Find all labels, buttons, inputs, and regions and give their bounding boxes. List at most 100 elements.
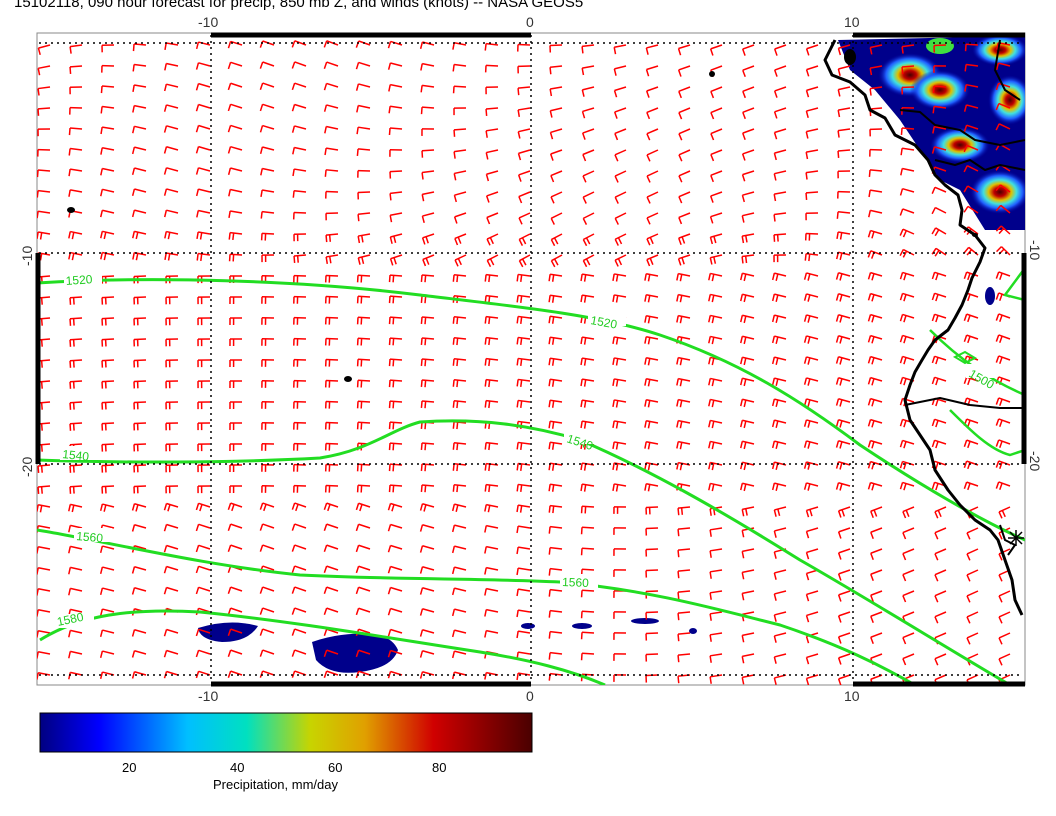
wind-barb: [612, 378, 627, 387]
wind-barb-feather: [805, 510, 810, 518]
wind-barb: [452, 316, 467, 325]
contour-label: 1520: [65, 272, 93, 288]
wind-barb-feather: [709, 655, 712, 663]
wind-barb: [197, 380, 211, 389]
wind-barb: [771, 398, 787, 407]
wind-barb-feather: [644, 357, 647, 365]
wind-barb: [484, 399, 499, 409]
wind-barb: [516, 525, 531, 534]
wind-barb-feather: [484, 609, 487, 617]
wind-barb-feather: [484, 672, 487, 680]
wind-barb-feather: [646, 196, 651, 204]
wind-barb-feather: [323, 523, 328, 531]
wind-barb-shaft: [678, 377, 691, 382]
contour-label: 1560: [562, 575, 589, 590]
wind-barb-feather: [37, 465, 40, 474]
wind-barb-shaft: [549, 651, 563, 655]
wind-barb: [773, 44, 787, 56]
wind-barb-feather: [646, 175, 651, 183]
wind-barb-shaft: [742, 44, 755, 50]
wind-barb-feather: [935, 420, 939, 428]
wind-barb: [69, 65, 83, 74]
wind-barb-shaft: [70, 230, 83, 235]
wind-barb-feather: [903, 315, 907, 323]
wind-barb-feather: [388, 275, 391, 283]
wind-barb-shaft: [646, 357, 659, 361]
wind-barb: [676, 272, 691, 282]
wind-barb-shaft: [710, 149, 723, 156]
wind-barb-shaft: [486, 233, 499, 240]
wind-barb: [771, 356, 787, 365]
wind-barb-feather: [195, 167, 200, 175]
wind-barb: [164, 42, 179, 50]
wind-barb-shaft: [901, 127, 915, 130]
wind-barb-shaft: [518, 107, 531, 111]
wind-barb-feather: [581, 132, 586, 140]
wind-barb-shaft: [294, 565, 307, 571]
wind-barb: [995, 82, 1011, 91]
wind-barb-shaft: [485, 378, 499, 382]
wind-barb: [835, 356, 851, 365]
wind-barb-feather: [678, 154, 683, 162]
wind-barb-feather: [677, 48, 682, 56]
wind-barb-shaft: [326, 104, 339, 109]
wind-barb-shaft: [69, 338, 83, 341]
wind-barb-feather: [484, 358, 487, 366]
wind-barb-shaft: [358, 502, 371, 508]
wind-barb: [582, 233, 595, 247]
wind-barb: [644, 294, 659, 303]
wind-barb-shaft: [966, 590, 979, 597]
wind-barb: [261, 317, 275, 325]
wind-barb-shaft: [869, 107, 883, 110]
wind-barb-shaft: [262, 628, 275, 634]
wind-barb-shaft: [101, 275, 115, 278]
wind-barb-feather: [934, 658, 939, 666]
wind-barb-shaft: [774, 590, 787, 595]
wind-barb-shaft: [325, 484, 339, 487]
wind-barb: [291, 649, 307, 657]
wind-barb-feather: [195, 524, 200, 532]
wind-barb-feather: [357, 257, 361, 265]
wind-barb-shaft: [262, 189, 275, 193]
wind-barb-shaft: [646, 86, 659, 92]
wind-barb: [709, 44, 723, 56]
wind-barb-feather: [581, 89, 585, 97]
wind-barb-feather: [387, 41, 392, 49]
wind-barb: [165, 443, 179, 452]
wind-barb: [835, 440, 851, 449]
wind-barb-feather: [582, 239, 588, 247]
wind-barb: [195, 82, 211, 91]
wind-barb: [676, 419, 691, 429]
wind-barb-shaft: [710, 527, 723, 531]
wind-barb-shaft: [614, 273, 627, 277]
wind-barb-shaft: [454, 254, 467, 261]
wind-barb-shaft: [422, 566, 435, 571]
wind-barb-feather: [131, 209, 136, 218]
wind-barb-shaft: [742, 632, 755, 637]
wind-barb: [484, 441, 499, 451]
wind-barb: [645, 506, 659, 515]
wind-barb: [259, 103, 275, 112]
wind-barb-feather: [452, 316, 455, 324]
wind-barb: [899, 355, 915, 365]
wind-barb-feather: [676, 273, 679, 281]
wind-barb-feather: [935, 399, 939, 407]
wind-barb-shaft: [710, 293, 723, 298]
wind-barb-shaft: [806, 314, 819, 319]
wind-barb-feather: [387, 629, 392, 637]
wind-barb: [484, 587, 499, 596]
wind-barb: [133, 317, 147, 326]
wind-barb: [420, 337, 435, 346]
wind-barb-feather: [486, 217, 491, 225]
wind-barb: [581, 128, 595, 140]
wind-barb-feather: [484, 400, 487, 408]
wind-barb-shaft: [422, 62, 435, 67]
wind-barb-feather: [644, 378, 647, 386]
wind-barb-feather: [388, 338, 391, 346]
wind-barb-feather: [324, 169, 327, 177]
lat-label-left: -10: [19, 246, 35, 266]
wind-barb-feather: [867, 356, 872, 364]
wind-barb-shaft: [934, 548, 947, 555]
wind-barb: [197, 401, 211, 410]
wind-barb: [419, 608, 435, 616]
